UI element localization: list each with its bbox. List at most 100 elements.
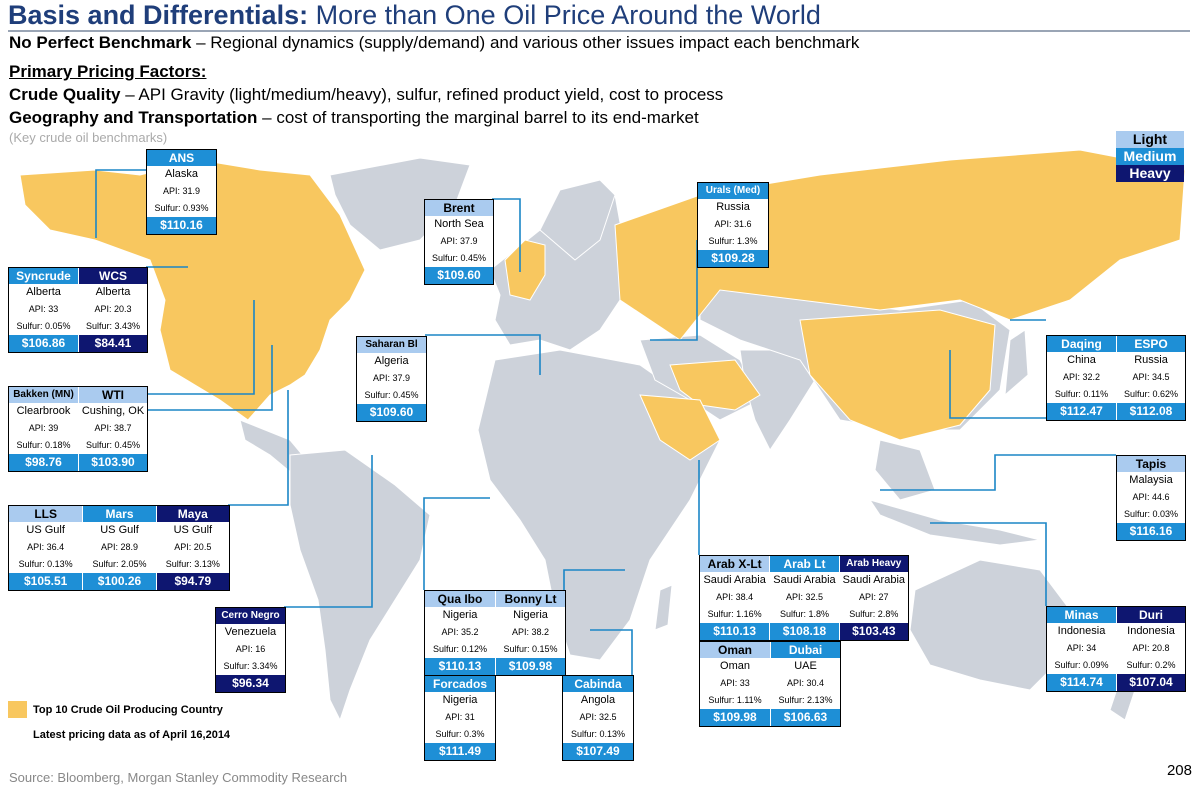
benchmark-api: API: 38.2	[511, 627, 550, 637]
benchmark-espo: ESPO Russia API: 34.5 Sulfur: 0.62% $112.08	[1116, 336, 1185, 420]
benchmark-tapis: Tapis Malaysia API: 44.6 Sulfur: 0.03% $116.…	[1117, 456, 1185, 540]
pricing-note: Latest pricing data as of April 16,2014	[33, 729, 231, 741]
benchmark-price: $109.98	[700, 709, 770, 726]
iran-iraq	[669, 359, 761, 411]
benchmark-saharan-bl: Saharan Bl Algeria API: 37.9 Sulfur: 0.45% $…	[357, 337, 426, 421]
title-rule	[8, 30, 1190, 32]
benchmark-name: Arab X-Lt	[700, 556, 770, 572]
benchmark-sulfur: Sulfur: 0.05%	[16, 321, 71, 331]
benchmark-sulfur: Sulfur: 0.3%	[435, 729, 485, 739]
benchmark-name: Arab Heavy	[839, 556, 908, 572]
benchmark-name: Bonny Lt	[496, 591, 565, 607]
benchmark-sulfur: Sulfur: 0.45%	[85, 440, 141, 450]
benchmark-api: API: 35.2	[441, 627, 479, 637]
scandinavia	[539, 179, 616, 261]
benchmark-sulfur: Sulfur: 1.8%	[779, 609, 829, 619]
connector-cabinda	[590, 629, 633, 675]
benchmark-location: Nigeria	[513, 609, 548, 621]
benchmark-box-forcados: Forcados Nigeria API: 31 Sulfur: 0.3% $111.4…	[424, 675, 496, 761]
benchmark-minas: Minas Indonesia API: 34 Sulfur: 0.09% $114.7…	[1047, 607, 1116, 691]
benchmark-location: China	[1067, 354, 1096, 366]
benchmark-price: $103.43	[839, 623, 908, 640]
benchmark-name: Forcados	[425, 676, 495, 692]
benchmark-cerro-negro: Cerro Negro Venezuela API: 16 Sulfur: 3.34%…	[216, 608, 285, 692]
benchmark-duri: Duri Indonesia API: 20.8 Sulfur: 0.2% $107.0…	[1116, 607, 1185, 691]
southeast-asia	[874, 439, 936, 501]
benchmark-price: $109.28	[698, 250, 768, 267]
benchmark-urals-med: Urals (Med) Russia API: 31.6 Sulfur: 1.3% $1…	[698, 183, 768, 267]
benchmark-bonny-lt: Bonny Lt Nigeria API: 38.2 Sulfur: 0.15% $10…	[495, 591, 565, 675]
benchmark-price: $114.74	[1047, 674, 1116, 691]
geography-line: Geography and Transportation – cost of t…	[9, 108, 699, 127]
legend-heavy: Heavy	[1116, 165, 1184, 182]
benchmark-api: API: 20.5	[174, 542, 212, 552]
benchmark-location: Alaska	[164, 168, 199, 180]
benchmark-sulfur: Sulfur: 3.43%	[85, 321, 141, 331]
benchmark-syncrude: Syncrude Alberta API: 33 Sulfur: 0.05% $106.…	[9, 268, 78, 352]
benchmark-lls: LLS US Gulf API: 36.4 Sulfur: 0.13% $105.51	[9, 506, 83, 590]
benchmark-wti: WTI Cushing, OK API: 38.7 Sulfur: 0.45% $103…	[78, 387, 147, 471]
producer-swatch	[8, 701, 27, 718]
benchmark-box-syncrude: Syncrude Alberta API: 33 Sulfur: 0.05% $106.…	[8, 267, 148, 353]
benchmark-sulfur: Sulfur: 0.09%	[1054, 660, 1109, 670]
benchmark-sulfur: Sulfur: 0.13%	[570, 729, 626, 739]
benchmark-name: Saharan Bl	[357, 337, 426, 353]
benchmark-maya: Maya US Gulf API: 20.5 Sulfur: 3.13% $94.79	[155, 506, 229, 590]
benchmark-api: API: 28.9	[100, 542, 138, 552]
benchmark-name: ESPO	[1117, 336, 1185, 352]
benchmark-box-cerronegro: Cerro Negro Venezuela API: 16 Sulfur: 3.34%…	[215, 607, 286, 693]
madagascar	[654, 584, 673, 631]
benchmark-price: $84.41	[79, 335, 147, 352]
benchmark-api: API: 32.2	[1062, 372, 1101, 382]
benchmark-price: $100.26	[83, 573, 156, 590]
benchmark-sulfur: Sulfur: 0.11%	[1054, 389, 1109, 399]
benchmark-price: $111.49	[425, 743, 495, 760]
benchmark-api: API: 37.9	[372, 373, 411, 383]
connector-bakken	[146, 300, 255, 395]
benchmark-price: $105.51	[9, 573, 83, 590]
benchmark-location: Nigeria	[442, 609, 478, 621]
benchmark-name: Maya	[156, 506, 229, 522]
benchmark-name: Arab Lt	[770, 556, 839, 572]
benchmark-price: $107.04	[1117, 674, 1185, 691]
benchmark-sulfur: Sulfur: 0.45%	[364, 390, 419, 400]
benchmark-location: Saudi Arabia	[773, 574, 836, 586]
benchmark-name: LLS	[9, 506, 83, 522]
benchmark-box-tapis: Tapis Malaysia API: 44.6 Sulfur: 0.03% $116.…	[1116, 455, 1186, 541]
benchmark-api: API: 16	[235, 644, 266, 654]
benchmark-location: Nigeria	[442, 694, 478, 706]
benchmark-api: API: 31	[445, 712, 475, 722]
benchmark-name: ANS	[147, 150, 216, 166]
benchmark-api: API: 32.5	[785, 592, 823, 602]
benchmark-box-minas: Minas Indonesia API: 34 Sulfur: 0.09% $114.7…	[1046, 606, 1186, 692]
connector-brent	[492, 198, 521, 272]
benchmark-location: Cushing, OK	[81, 405, 145, 417]
map-caption: (Key crude oil benchmarks)	[9, 130, 168, 145]
benchmark-api: API: 33	[720, 678, 750, 688]
legend-light: Light	[1116, 131, 1184, 148]
japan	[1004, 329, 1029, 397]
benchmark-location: Russia	[1134, 354, 1168, 366]
benchmark-price: $109.98	[496, 658, 565, 675]
benchmark-api: API: 34.5	[1132, 372, 1170, 382]
benchmark-ans: ANS Alaska API: 31.9 Sulfur: 0.93% $110.16	[147, 150, 216, 234]
benchmark-name: WTI	[79, 387, 147, 403]
benchmark-api: API: 20.8	[1132, 643, 1170, 653]
benchmark-sulfur: Sulfur: 2.8%	[849, 609, 899, 619]
benchmark-brent: Brent North Sea API: 37.9 Sulfur: 0.45% $109…	[425, 200, 493, 284]
producer-legend-label: Top 10 Crude Oil Producing Country	[33, 704, 223, 716]
benchmark-sulfur: Sulfur: 0.2%	[1126, 660, 1176, 670]
benchmark-price: $106.63	[771, 709, 840, 726]
greenland	[329, 157, 471, 251]
benchmark-price: $103.90	[79, 454, 147, 471]
grade-legend: Light Medium Heavy	[1116, 131, 1184, 182]
benchmark-api: API: 38.7	[94, 423, 132, 433]
benchmark-oman: Oman Oman API: 33 Sulfur: 1.11% $109.98	[700, 642, 770, 726]
benchmark-api: API: 39	[28, 423, 59, 433]
connector-urals	[650, 240, 698, 341]
benchmark-cabinda: Cabinda Angola API: 32.5 Sulfur: 0.13% $107.…	[563, 676, 633, 760]
benchmark-api: API: 34	[1066, 643, 1097, 653]
benchmark-location: US Gulf	[173, 524, 213, 536]
benchmark-sulfur: Sulfur: 0.93%	[154, 203, 209, 213]
